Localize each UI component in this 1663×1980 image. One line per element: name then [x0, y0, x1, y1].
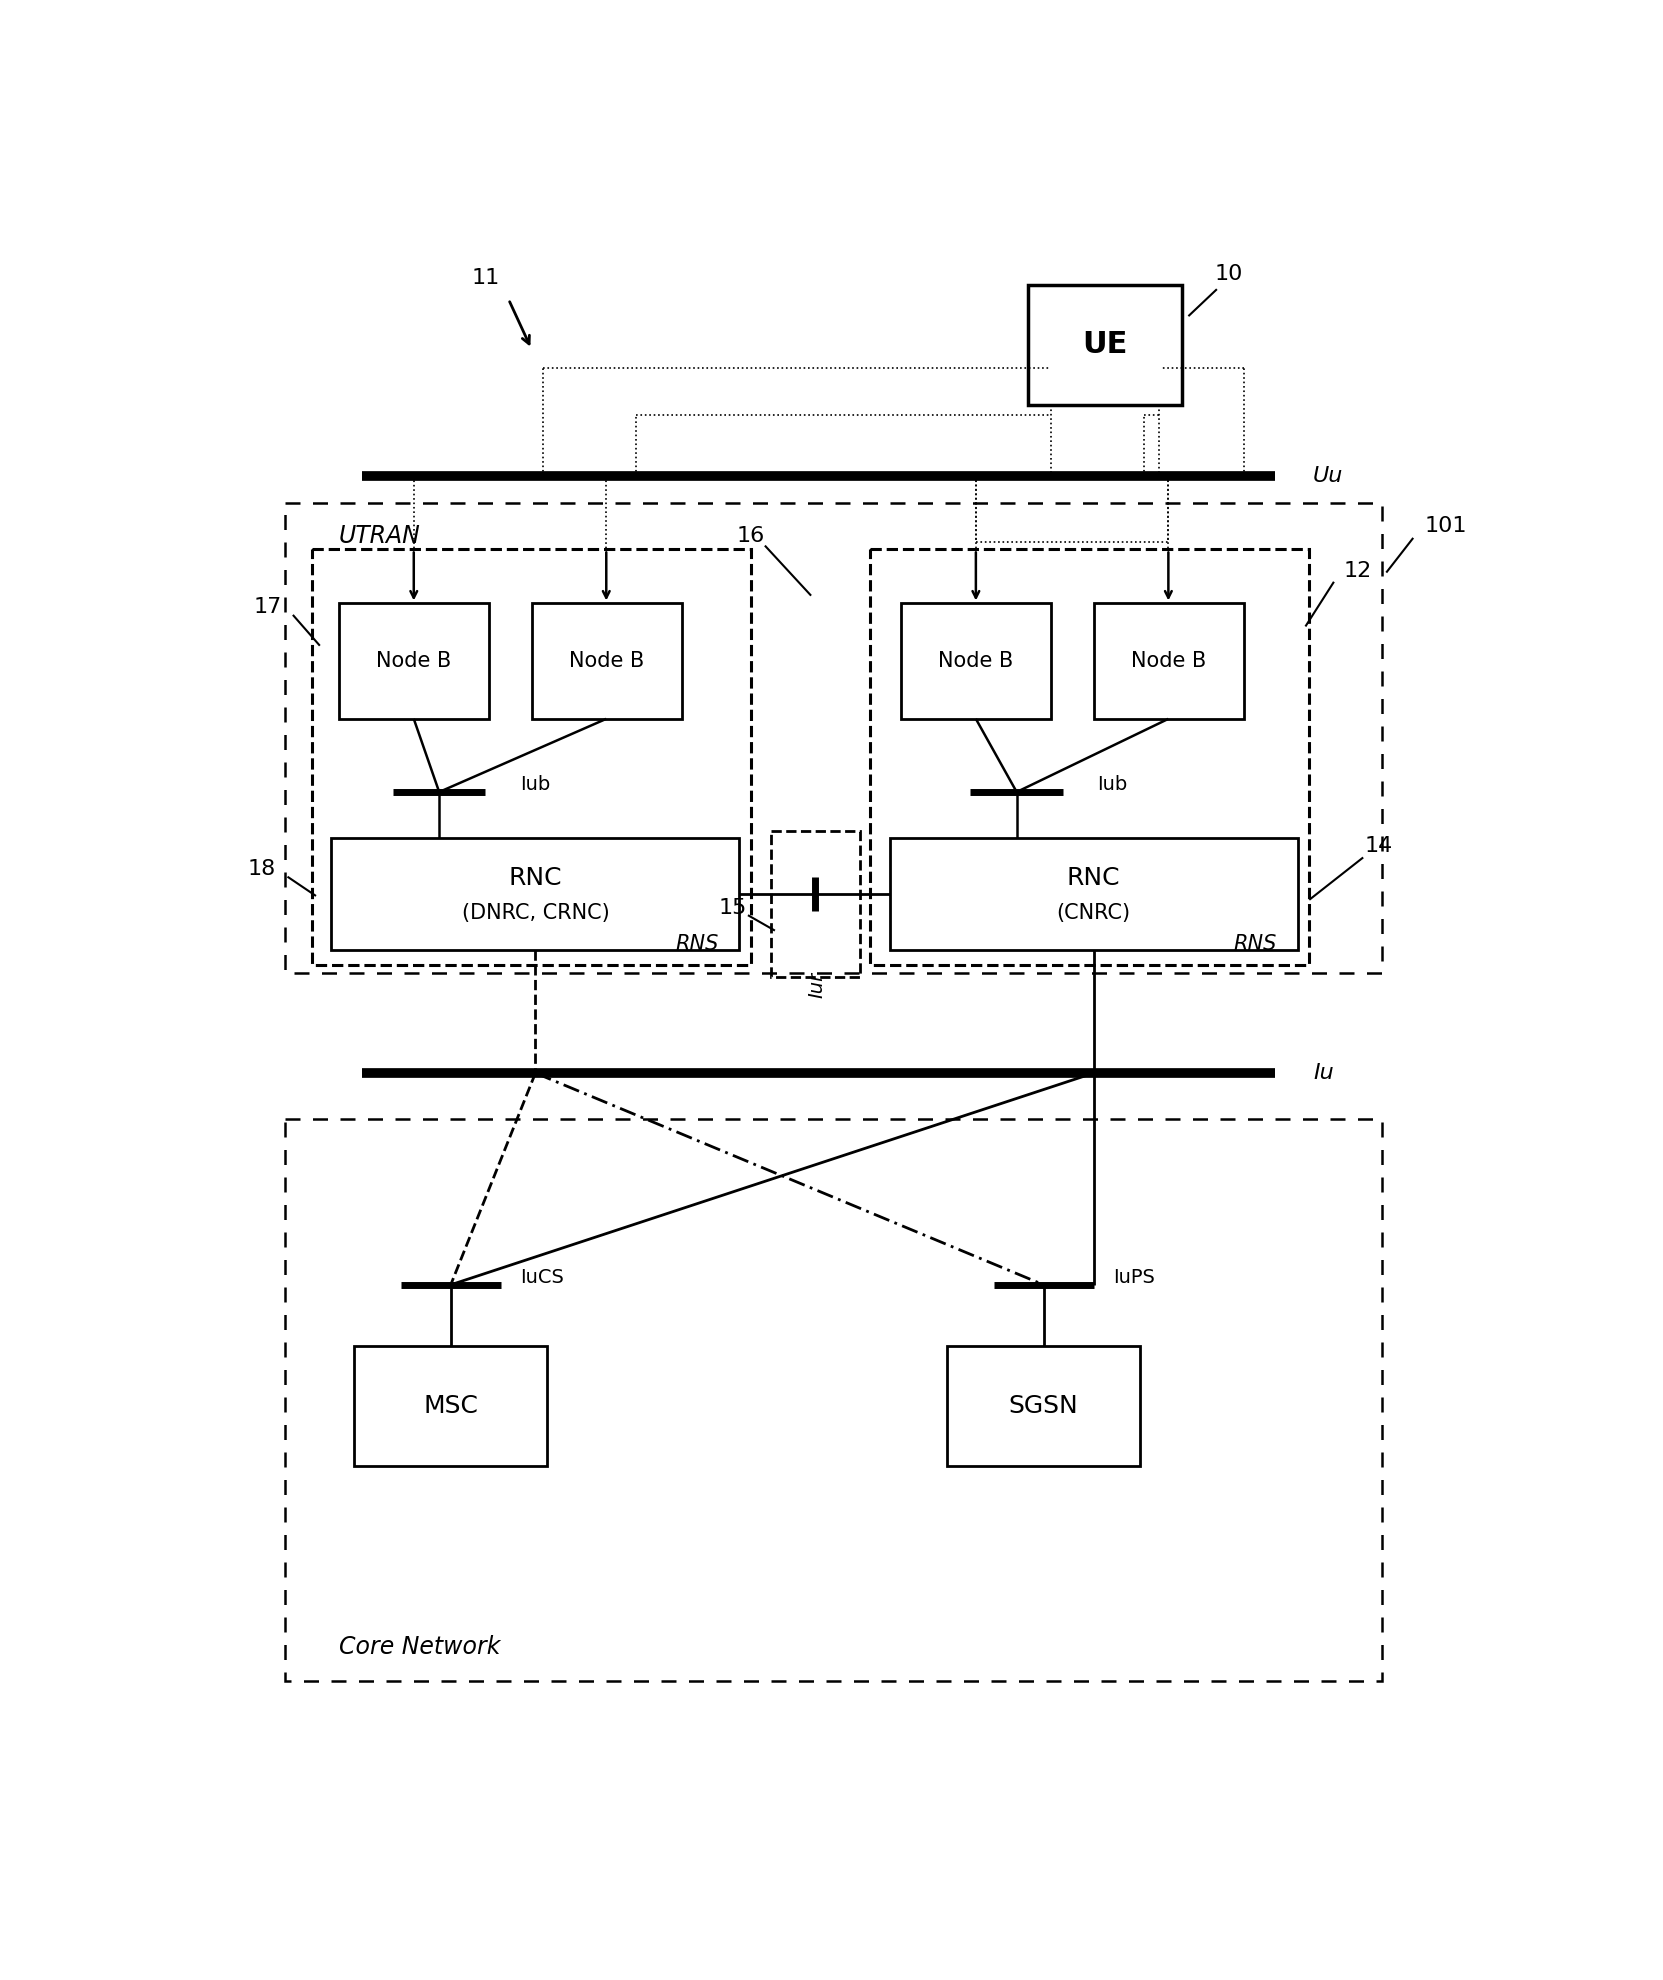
- Bar: [284, 1119, 1382, 1681]
- Text: Core Network: Core Network: [339, 1635, 501, 1659]
- Bar: [331, 838, 740, 950]
- Bar: [1094, 604, 1244, 719]
- Text: IuCS: IuCS: [521, 1267, 564, 1287]
- Text: Node B: Node B: [938, 651, 1013, 671]
- Text: Iu: Iu: [1314, 1063, 1334, 1083]
- Bar: [870, 548, 1309, 964]
- Text: RNC: RNC: [509, 865, 562, 891]
- Text: 12: 12: [1344, 560, 1372, 580]
- Text: Node B: Node B: [1131, 651, 1206, 671]
- Text: 11: 11: [471, 267, 499, 287]
- Text: (CNRC): (CNRC): [1056, 903, 1131, 923]
- Bar: [284, 503, 1382, 972]
- Text: UTRAN: UTRAN: [339, 523, 421, 548]
- Text: RNS: RNS: [1234, 935, 1277, 954]
- Text: RNS: RNS: [675, 935, 718, 954]
- Bar: [354, 1346, 547, 1465]
- Text: Node B: Node B: [569, 651, 644, 671]
- Text: RNC: RNC: [1068, 865, 1121, 891]
- Text: 14: 14: [1364, 836, 1392, 855]
- Text: Iur: Iur: [807, 972, 827, 998]
- Text: 101: 101: [1425, 517, 1467, 537]
- Text: Iub: Iub: [1098, 774, 1128, 794]
- Text: SGSN: SGSN: [1009, 1394, 1079, 1418]
- Bar: [532, 604, 682, 719]
- Bar: [901, 604, 1051, 719]
- Text: Node B: Node B: [376, 651, 451, 671]
- Text: IuPS: IuPS: [1113, 1267, 1154, 1287]
- Text: (DNRC, CRNC): (DNRC, CRNC): [462, 903, 609, 923]
- Text: 17: 17: [253, 598, 281, 618]
- Text: UE: UE: [1083, 331, 1128, 358]
- Bar: [339, 604, 489, 719]
- Bar: [890, 838, 1297, 950]
- Bar: [1028, 285, 1182, 404]
- Text: 16: 16: [737, 525, 765, 546]
- Text: 18: 18: [248, 859, 276, 879]
- Bar: [772, 830, 860, 976]
- Text: 15: 15: [718, 897, 747, 917]
- Text: Uu: Uu: [1314, 467, 1344, 487]
- Text: 10: 10: [1214, 263, 1242, 283]
- Text: Iub: Iub: [521, 774, 550, 794]
- Bar: [313, 548, 752, 964]
- Text: MSC: MSC: [424, 1394, 479, 1418]
- Bar: [948, 1346, 1139, 1465]
